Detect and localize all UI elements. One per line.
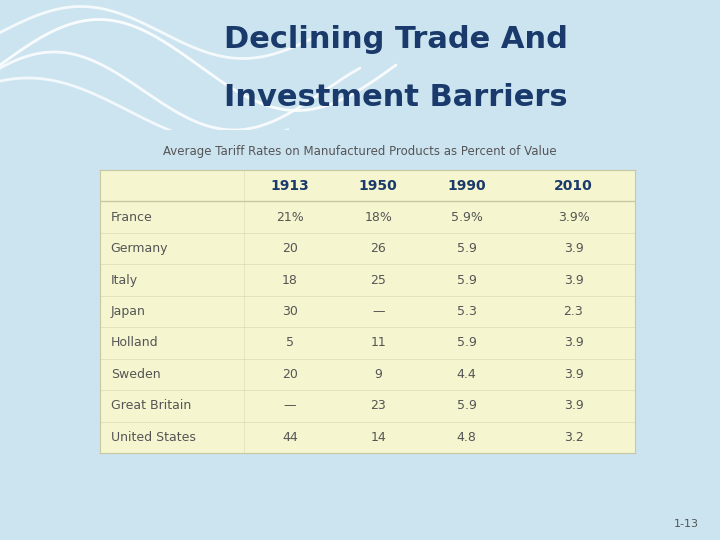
Text: 4.8: 4.8 xyxy=(456,431,477,444)
Text: 5.9%: 5.9% xyxy=(451,211,482,224)
Text: 4.4: 4.4 xyxy=(456,368,477,381)
Text: 9: 9 xyxy=(374,368,382,381)
Text: 5.3: 5.3 xyxy=(456,305,477,318)
Text: Investment Barriers: Investment Barriers xyxy=(224,83,568,112)
Text: 20: 20 xyxy=(282,368,298,381)
Text: 1990: 1990 xyxy=(447,179,486,193)
Text: 1950: 1950 xyxy=(359,179,397,193)
Text: 3.2: 3.2 xyxy=(564,431,583,444)
Text: 5.9: 5.9 xyxy=(456,242,477,255)
Text: 26: 26 xyxy=(370,242,386,255)
Text: 30: 30 xyxy=(282,305,298,318)
Text: France: France xyxy=(111,211,153,224)
Text: 11: 11 xyxy=(370,336,386,349)
Text: 23: 23 xyxy=(370,400,386,413)
Text: 3.9: 3.9 xyxy=(564,336,583,349)
Text: 44: 44 xyxy=(282,431,298,444)
Text: 25: 25 xyxy=(370,274,386,287)
Text: 5.9: 5.9 xyxy=(456,336,477,349)
Text: 18: 18 xyxy=(282,274,298,287)
Text: 21%: 21% xyxy=(276,211,304,224)
Text: 18%: 18% xyxy=(364,211,392,224)
Text: Declining Trade And: Declining Trade And xyxy=(224,24,568,53)
Text: 5.9: 5.9 xyxy=(456,274,477,287)
Text: 3.9: 3.9 xyxy=(564,242,583,255)
Text: 2010: 2010 xyxy=(554,179,593,193)
Text: Average Tariff Rates on Manufactured Products as Percent of Value: Average Tariff Rates on Manufactured Pro… xyxy=(163,145,557,159)
Text: —: — xyxy=(284,400,296,413)
Text: Great Britain: Great Britain xyxy=(111,400,191,413)
Text: 1913: 1913 xyxy=(271,179,310,193)
Text: United States: United States xyxy=(111,431,196,444)
Text: 20: 20 xyxy=(282,242,298,255)
Text: Italy: Italy xyxy=(111,274,138,287)
Text: Holland: Holland xyxy=(111,336,158,349)
Text: Japan: Japan xyxy=(111,305,145,318)
Text: 3.9: 3.9 xyxy=(564,400,583,413)
Text: Germany: Germany xyxy=(111,242,168,255)
Text: —: — xyxy=(372,305,384,318)
Text: 2.3: 2.3 xyxy=(564,305,583,318)
Text: 5.9: 5.9 xyxy=(456,400,477,413)
Text: 1-13: 1-13 xyxy=(673,519,698,529)
Text: 5: 5 xyxy=(286,336,294,349)
Text: Sweden: Sweden xyxy=(111,368,161,381)
Text: 3.9: 3.9 xyxy=(564,274,583,287)
Text: 14: 14 xyxy=(370,431,386,444)
Text: 3.9: 3.9 xyxy=(564,368,583,381)
Text: 3.9%: 3.9% xyxy=(557,211,590,224)
